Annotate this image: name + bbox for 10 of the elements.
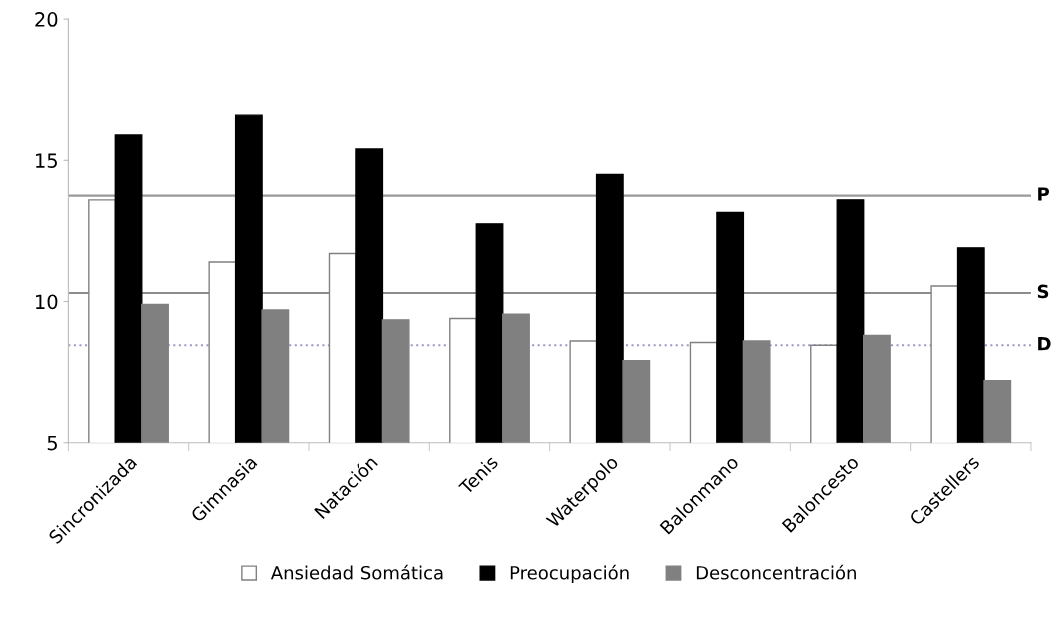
legend-label: Ansiedad Somática <box>270 564 443 580</box>
ref-line-label: D <box>1038 337 1051 351</box>
ref-line-label: S <box>1037 284 1049 299</box>
y-tick-label: 15 <box>36 153 57 168</box>
y-tick-label: 10 <box>36 294 58 310</box>
y-tick-label: 5 <box>47 435 57 451</box>
ref-line-label: P <box>1038 187 1050 201</box>
legend-label: Desconcentración <box>696 564 856 580</box>
legend-label: Preocupación <box>510 564 629 584</box>
y-tick-label: 20 <box>35 12 58 27</box>
